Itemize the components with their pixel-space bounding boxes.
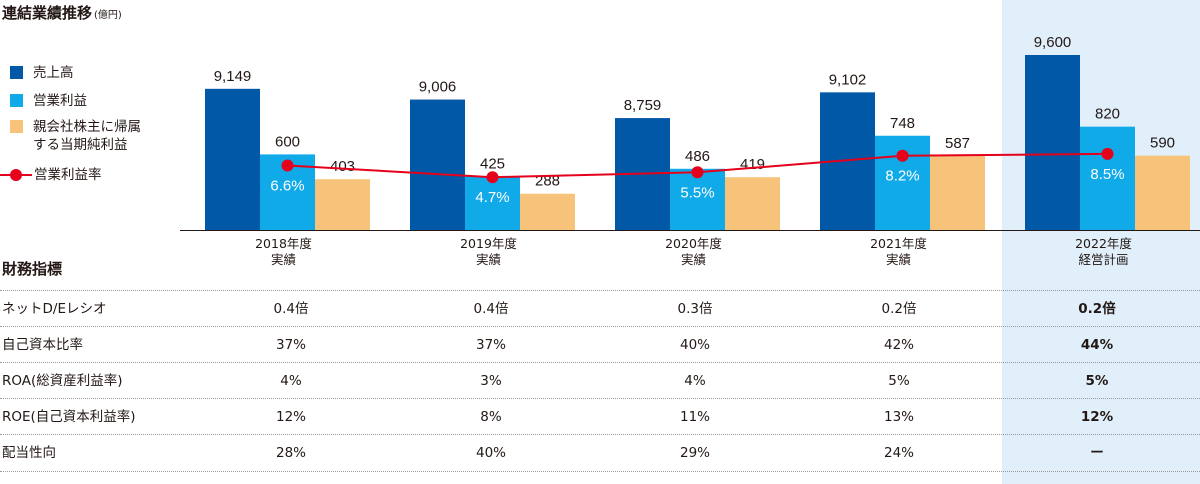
margin-point bbox=[281, 159, 294, 172]
bar-1-1 bbox=[465, 176, 520, 230]
metrics-cell: 0.2倍 bbox=[881, 301, 917, 317]
bar-value-label: 9,102 bbox=[829, 71, 867, 88]
metrics-cell: 44% bbox=[1080, 337, 1114, 353]
metrics-cell: 11% bbox=[679, 409, 710, 425]
margin-label: 6.6% bbox=[270, 178, 304, 195]
metrics-row-label: ROA(総資産利益率) bbox=[2, 373, 123, 389]
metrics-cell: 37% bbox=[475, 337, 506, 353]
bar-value-label: 9,600 bbox=[1034, 34, 1072, 51]
bar-value-label: 820 bbox=[1095, 106, 1120, 123]
legend-swatch bbox=[10, 120, 23, 133]
bar-value-label: 8,759 bbox=[624, 97, 662, 114]
category-label: 実績 bbox=[681, 252, 706, 267]
bar-value-label: 486 bbox=[685, 148, 710, 165]
bar-2-0 bbox=[315, 179, 370, 230]
bar-0-1 bbox=[410, 99, 465, 230]
metrics-row: ROA(総資産利益率) 4% 3% 4% 5% 5% bbox=[0, 362, 1200, 399]
margin-point bbox=[1101, 147, 1114, 160]
category-label: 2022年度 bbox=[1075, 236, 1132, 251]
metrics-cell: 24% bbox=[883, 445, 914, 461]
metrics-row: 自己資本比率 37% 37% 40% 42% 44% bbox=[0, 326, 1200, 363]
metrics-row-label: 自己資本比率 bbox=[2, 337, 83, 353]
category-label: 2018年度 bbox=[255, 236, 312, 251]
metrics-cell: 28% bbox=[275, 445, 306, 461]
legend-label: 営業利益 bbox=[33, 93, 87, 109]
bar-2-4 bbox=[1135, 155, 1190, 230]
metrics-cell: 0.4倍 bbox=[273, 301, 309, 317]
category-label: 2021年度 bbox=[870, 236, 927, 251]
bar-value-label: 403 bbox=[330, 158, 355, 175]
category-label: 2019年度 bbox=[460, 236, 517, 251]
category-label: 経営計画 bbox=[1078, 252, 1128, 267]
metrics-cell: 8% bbox=[480, 409, 502, 425]
bar-value-label: 600 bbox=[275, 133, 300, 150]
margin-point bbox=[896, 149, 909, 162]
bar-2-2 bbox=[725, 177, 780, 230]
bar-2-3 bbox=[930, 156, 985, 230]
metrics-cell: 29% bbox=[679, 445, 710, 461]
metrics-title: 財務指標 bbox=[2, 260, 63, 278]
metrics-cell: 12% bbox=[275, 409, 306, 425]
bar-value-label: 748 bbox=[890, 115, 915, 132]
metrics-cell: 3% bbox=[480, 373, 502, 389]
metrics-row: 配当性向 28% 40% 29% 24% ー bbox=[0, 434, 1200, 472]
bar-1-4 bbox=[1080, 126, 1135, 230]
metrics-cell: 37% bbox=[275, 337, 306, 353]
bar-chart: 9,149 9,006 8,759 9,102 9,600 600 425 486 748 820… bbox=[180, 34, 1200, 267]
margin-label: 8.5% bbox=[1090, 166, 1124, 183]
category-label: 実績 bbox=[271, 252, 296, 267]
bar-1-2 bbox=[670, 168, 725, 230]
metrics-cell: 0.3倍 bbox=[677, 301, 713, 317]
bar-value-label: 419 bbox=[740, 156, 765, 173]
legend-swatch bbox=[10, 66, 23, 79]
metrics-row: ネットD/Eレシオ 0.4倍 0.4倍 0.3倍 0.2倍 0.2倍 bbox=[0, 290, 1200, 327]
legend-item: 親会社株主に帰属 する当期純利益 bbox=[0, 118, 141, 154]
bar-value-label: 9,149 bbox=[214, 68, 252, 85]
metrics-row-label: 配当性向 bbox=[2, 445, 56, 461]
metrics-row-label: ネットD/Eレシオ bbox=[2, 301, 107, 317]
metrics-cell: ー bbox=[1090, 445, 1104, 461]
category-label: 実績 bbox=[886, 252, 911, 267]
metrics-row: ROE(自己資本利益率) 12% 8% 11% 13% 12% bbox=[0, 398, 1200, 435]
metrics-cell: 5% bbox=[1085, 373, 1109, 389]
metrics-cell: 12% bbox=[1080, 409, 1114, 425]
margin-label: 8.2% bbox=[885, 168, 919, 185]
metrics-cell: 13% bbox=[883, 409, 914, 425]
category-label: 実績 bbox=[476, 252, 501, 267]
bar-value-label: 9,006 bbox=[419, 79, 457, 96]
metrics-row-label: ROE(自己資本利益率) bbox=[2, 409, 136, 425]
bar-value-label: 590 bbox=[1150, 135, 1175, 152]
legend-line-marker bbox=[0, 166, 32, 184]
legend-item: 営業利益 bbox=[0, 92, 87, 110]
metrics-cell: 4% bbox=[280, 373, 302, 389]
metrics-cell: 0.4倍 bbox=[473, 301, 509, 317]
metrics-cell: 0.2倍 bbox=[1078, 301, 1116, 317]
legend-label: 営業利益率 bbox=[34, 167, 102, 183]
margin-point bbox=[691, 166, 704, 179]
legend-swatch bbox=[10, 94, 23, 107]
bar-value-label: 425 bbox=[480, 155, 505, 172]
metrics-cell: 40% bbox=[679, 337, 710, 353]
bar-0-4 bbox=[1025, 55, 1080, 230]
legend-label: 親会社株主に帰属 する当期純利益 bbox=[33, 119, 141, 153]
legend-item: 売上高 bbox=[0, 64, 74, 82]
bar-value-label: 587 bbox=[945, 135, 970, 152]
chart-unit: (億円) bbox=[94, 10, 122, 21]
legend-label: 売上高 bbox=[33, 65, 74, 81]
bar-0-0 bbox=[205, 88, 260, 230]
legend-item: 営業利益率 bbox=[0, 166, 102, 184]
chart-title: 連結業績推移 (億円) bbox=[2, 4, 122, 22]
bar-2-1 bbox=[520, 193, 575, 230]
metrics-cell: 4% bbox=[684, 373, 706, 389]
metrics-cell: 40% bbox=[475, 445, 506, 461]
margin-point bbox=[486, 171, 499, 184]
margin-label: 4.7% bbox=[475, 189, 509, 206]
metrics-cell: 5% bbox=[888, 373, 910, 389]
category-label: 2020年度 bbox=[665, 236, 722, 251]
metrics-cell: 42% bbox=[883, 337, 914, 353]
margin-label: 5.5% bbox=[680, 184, 714, 201]
